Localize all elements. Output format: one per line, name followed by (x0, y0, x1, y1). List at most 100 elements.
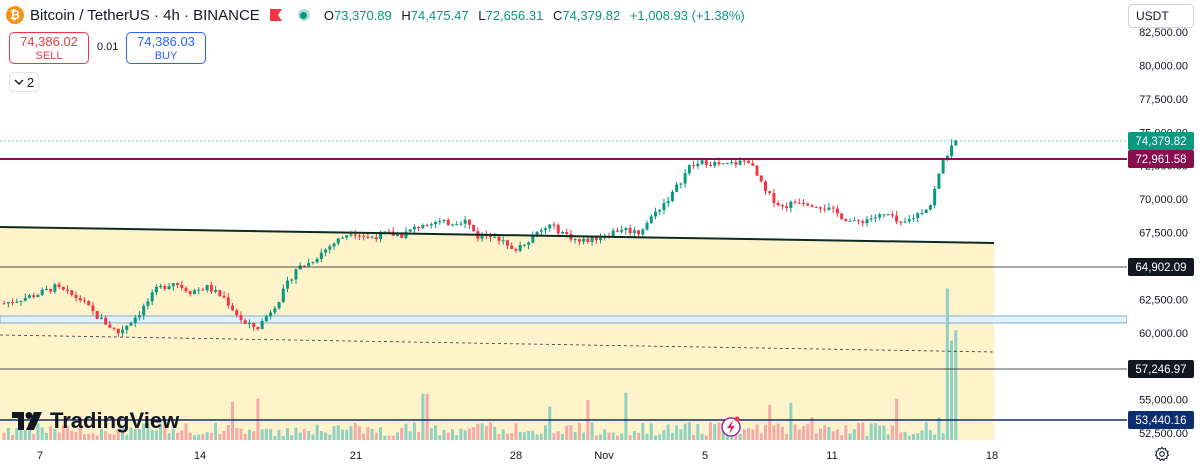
dashed-trend-line[interactable] (0, 334, 995, 353)
candle-body (840, 213, 844, 219)
volume-bar (23, 430, 27, 440)
gear-icon[interactable] (1154, 446, 1170, 462)
volume-bar (450, 429, 454, 440)
volume-bar (928, 430, 932, 440)
sell-price: 74,386.02 (20, 34, 78, 49)
candle-body (226, 297, 230, 306)
volume-bar (70, 430, 74, 440)
time-tick-label: 11 (826, 450, 837, 462)
candle-body (467, 219, 471, 225)
candle-body (763, 181, 767, 192)
volume-bar (717, 422, 721, 440)
candle-body (370, 237, 374, 239)
candle-body (167, 286, 171, 289)
candle-body (772, 192, 776, 203)
volume-bar (95, 435, 99, 440)
volume-bar (844, 425, 848, 440)
volume-bar (510, 433, 514, 440)
candle-body (666, 201, 670, 204)
volume-bar (150, 429, 154, 440)
candle-body (184, 287, 188, 292)
candle-body (455, 224, 459, 226)
price-tag[interactable] (1128, 411, 1194, 429)
tradingview-logo[interactable]: TradingView (12, 408, 179, 434)
price-tag[interactable] (1128, 258, 1194, 276)
price-tag[interactable] (1128, 150, 1194, 168)
candle-body (290, 279, 294, 281)
candle-body (298, 265, 302, 270)
candle-body (70, 290, 74, 295)
volume-bar (15, 428, 19, 440)
candle-body (641, 229, 645, 235)
volume-bar (679, 429, 683, 440)
price-tag[interactable] (1128, 360, 1194, 378)
candle-body (933, 188, 937, 206)
candle-body (531, 235, 535, 243)
candle-body (670, 191, 674, 202)
candle-body (544, 228, 548, 231)
candle-body (527, 242, 531, 245)
volume-bar (57, 432, 61, 440)
candle-body (692, 165, 696, 167)
candle-body (620, 230, 624, 232)
volume-bar (489, 422, 493, 440)
candle-body (264, 316, 268, 322)
candle-body (721, 163, 725, 165)
volume-bar (99, 429, 103, 440)
candle-body (645, 223, 649, 230)
volume-bar (391, 435, 395, 440)
flag-icon[interactable] (269, 9, 282, 21)
volume-bar (87, 433, 91, 440)
candle-body (882, 214, 886, 216)
volume-bar (353, 422, 357, 440)
candle-body (730, 162, 734, 164)
candle-body (751, 163, 755, 166)
candle-body (734, 162, 738, 165)
volume-bar (666, 424, 670, 440)
symbol-title[interactable]: Bitcoin / TetherUS · 4h · BINANCE (30, 6, 260, 24)
candle-body (747, 160, 751, 164)
time-axis[interactable] (0, 440, 1127, 466)
candle-body (256, 326, 260, 330)
volume-bar (19, 422, 23, 440)
candle-body (700, 160, 704, 164)
candle-body (328, 246, 332, 250)
price-tag[interactable] (1128, 132, 1194, 150)
candle-body (928, 205, 932, 210)
symbol-header[interactable]: ₿ Bitcoin / TetherUS · 4h · BINANCE O73,… (6, 4, 751, 26)
candle-body (353, 234, 357, 236)
currency-selector[interactable]: USDT (1128, 4, 1194, 28)
price-axis[interactable] (1127, 0, 1200, 466)
candle-body (742, 160, 746, 162)
volume-bar (950, 340, 954, 440)
candle-body (755, 165, 759, 176)
volume-bar (307, 431, 311, 440)
candle-body (357, 235, 361, 237)
candle-body (150, 292, 154, 302)
volume-bar (683, 423, 687, 440)
volume-bar (835, 429, 839, 440)
candle-body (624, 227, 628, 231)
volume-bar (281, 435, 285, 440)
buy-button[interactable]: 74,386.03 BUY (126, 32, 206, 64)
candle-body (890, 214, 894, 216)
volume-bar (226, 424, 230, 440)
price-tag-label: 74,379.82 (1135, 136, 1186, 148)
sell-button[interactable]: 74,386.02 SELL (9, 32, 89, 64)
volume-bar (658, 434, 662, 440)
collapse-indicators-button[interactable]: 2 (9, 72, 39, 92)
candle-body (505, 240, 509, 246)
candle-body (66, 289, 70, 291)
volume-bar (776, 423, 780, 440)
candle-body (493, 236, 497, 238)
market-status-icon[interactable] (297, 9, 310, 21)
volume-bar (827, 426, 831, 440)
volume-bar (916, 433, 920, 440)
volume-bar (311, 434, 315, 440)
trend-line[interactable] (0, 226, 995, 244)
candle-body (873, 217, 877, 219)
candle-body (188, 291, 192, 295)
volume-bar (954, 330, 958, 440)
